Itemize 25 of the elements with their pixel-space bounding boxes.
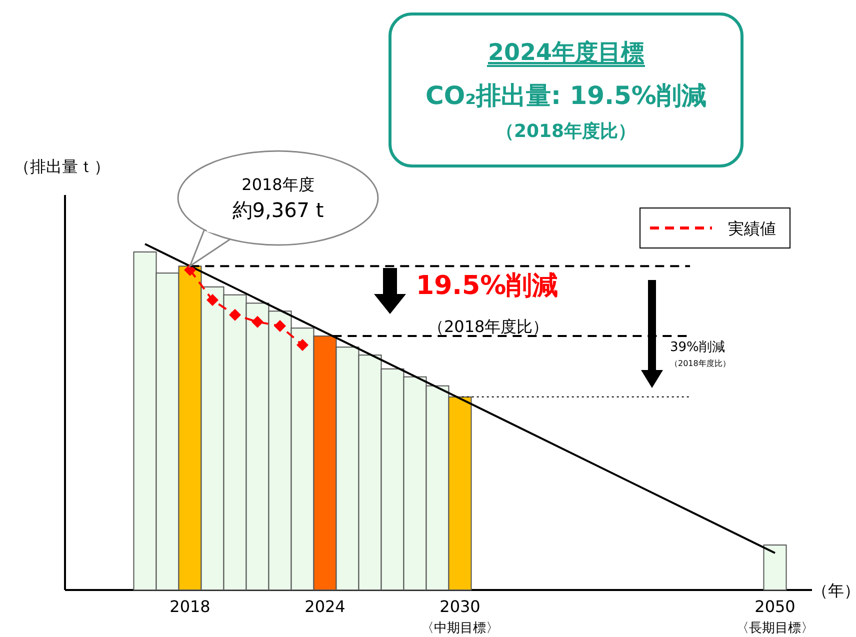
annotation: （2018年度比） — [670, 359, 730, 368]
x-tick-label: 2050 — [754, 597, 796, 616]
text: 〈長期目標〉 — [736, 621, 814, 636]
text: 2018年度 — [242, 175, 314, 194]
bar — [763, 544, 787, 590]
point — [229, 308, 241, 321]
legend-label: 実績値 — [728, 219, 776, 238]
text: 約9,367 t — [232, 198, 324, 222]
point — [296, 339, 308, 352]
annotation: 39%削減 — [670, 340, 725, 355]
annotation: 19.5%削減 — [416, 271, 558, 301]
point — [274, 320, 286, 332]
chart-subtitle: CO₂排出量: 19.5%削減 — [426, 81, 706, 110]
text: （2018年度比） — [496, 121, 636, 142]
x-tick-label: 2030 — [440, 597, 480, 616]
point — [184, 264, 196, 276]
chart-title: 2024年度目標 — [488, 39, 644, 66]
x-axis-title: （年） — [812, 581, 856, 600]
point — [252, 316, 264, 328]
y-axis-title: （排出量ｔ） — [14, 157, 110, 176]
x-tick-label: 2024 — [304, 597, 346, 616]
point — [206, 294, 218, 306]
x-tick-label: 2018 — [170, 597, 210, 616]
text: 〈中期目標〉 — [421, 621, 499, 636]
annotation: （2018年度比） — [428, 317, 549, 336]
